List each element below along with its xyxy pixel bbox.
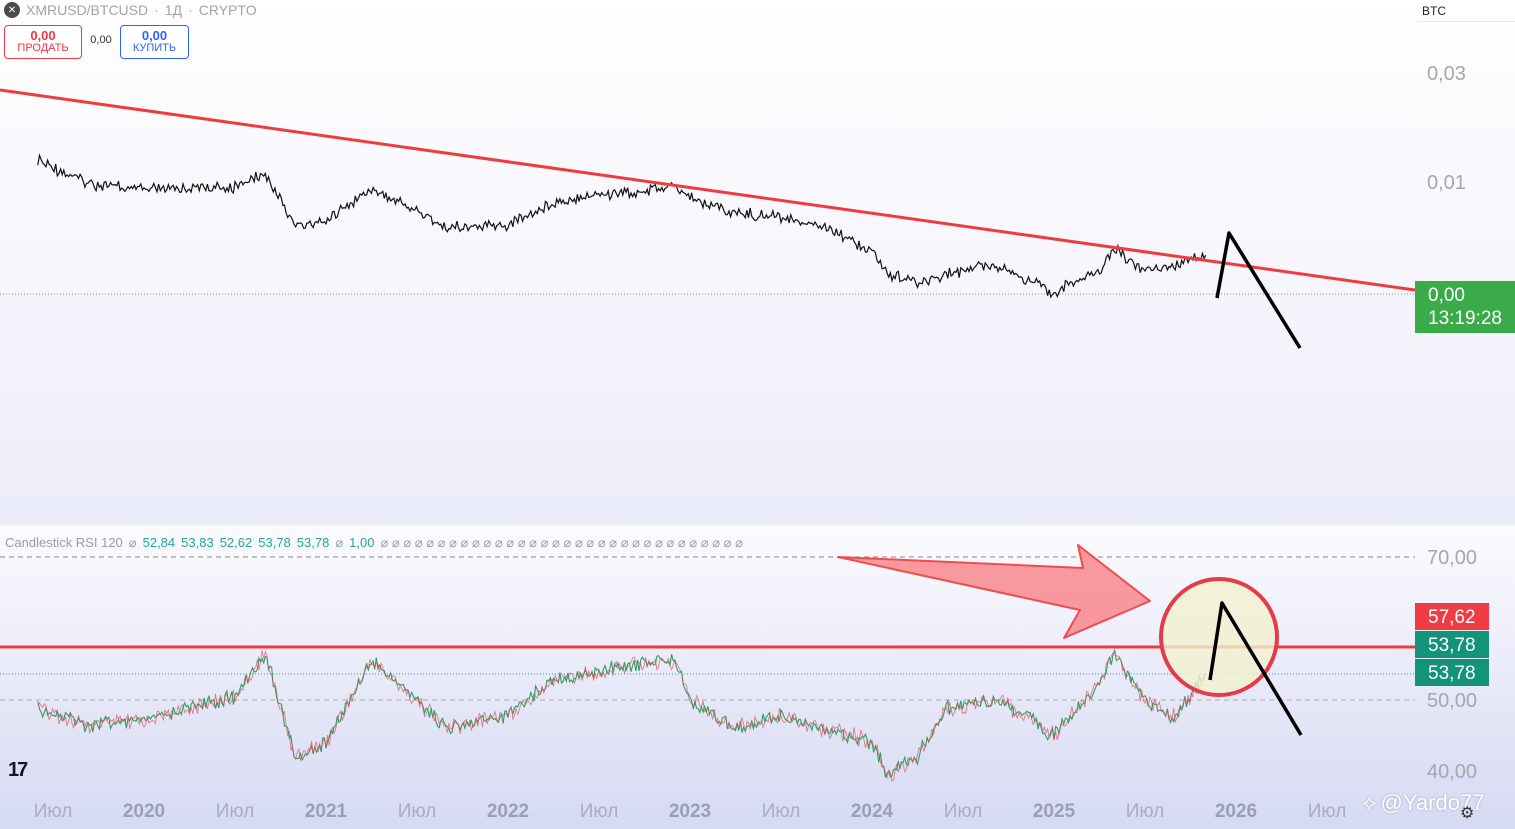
time-axis-label: 2025 xyxy=(1033,801,1076,822)
watermark-text: @Yardo77 xyxy=(1380,790,1485,815)
buy-button[interactable]: 0,00 КУПИТЬ xyxy=(120,25,189,59)
sell-label: ПРОДАТЬ xyxy=(17,42,69,54)
indicator-name: Candlestick RSI 120 xyxy=(5,535,123,550)
interval-label: 1Д xyxy=(164,2,183,18)
exchange-label: CRYPTO xyxy=(198,2,257,18)
last-price-badge: 0,00 13:19:28 xyxy=(1415,281,1515,333)
rsi-projection-drawing[interactable] xyxy=(1208,601,1303,736)
time-axis-label: 2021 xyxy=(305,801,348,822)
last-price-label: 0,00 xyxy=(1428,285,1465,306)
symbol-name: XMRUSD/BTCUSD xyxy=(26,2,149,18)
time-axis-label: 2022 xyxy=(487,801,529,822)
rsi-value-label: 53,78 xyxy=(1428,635,1476,656)
rsi-value-badges: 57,62 53,78 53,78 xyxy=(1415,603,1489,686)
indicator-value: 1,00 xyxy=(349,535,375,550)
time-axis-label: Июл xyxy=(34,801,73,822)
price-projection-drawing[interactable] xyxy=(1215,231,1302,349)
indicator-value: 53,78 xyxy=(258,535,291,550)
time-axis-label: 2026 xyxy=(1215,801,1257,822)
annotation-arrow[interactable] xyxy=(837,544,1151,639)
annotation-circle[interactable] xyxy=(1159,577,1279,697)
time-axis-label: Июл xyxy=(1126,801,1165,822)
rsi-axis-label: 70,00 xyxy=(1427,547,1477,569)
countdown-label: 13:19:28 xyxy=(1428,308,1502,329)
time-axis[interactable]: Июл 2020 Июл 2021 Июл 2022 Июл 2023 Июл 2024 Июл 20… xyxy=(34,801,1347,822)
price-axis-label: 0,03 xyxy=(1427,63,1466,85)
price-trendline[interactable] xyxy=(0,88,1416,292)
buy-value: 0,00 xyxy=(141,28,168,43)
watermark: ⟡ @Yardo77 xyxy=(1362,790,1484,816)
time-axis-label: Июл xyxy=(580,801,619,822)
binance-logo-icon: ⟡ xyxy=(1362,790,1377,815)
indicator-empty-markers: ⌀ ⌀ ⌀ ⌀ ⌀ ⌀ ⌀ ⌀ ⌀ ⌀ ⌀ ⌀ ⌀ ⌀ ⌀ ⌀ ⌀ ⌀ ⌀ ⌀ … xyxy=(380,535,743,550)
time-axis-label: Июл xyxy=(944,801,983,822)
gear-icon[interactable]: ⚙ xyxy=(1460,805,1475,822)
sell-value: 0,00 xyxy=(30,28,56,43)
time-axis-label: Июл xyxy=(398,801,437,822)
tradingview-logo-icon[interactable]: 17 xyxy=(8,759,28,781)
time-axis-label: 2024 xyxy=(851,801,894,822)
sell-button[interactable]: 0,00 ПРОДАТЬ xyxy=(4,25,82,59)
rsi-series-bearish xyxy=(37,650,1207,782)
price-series-line xyxy=(37,153,1207,299)
time-axis-label: Июл xyxy=(1308,801,1347,822)
rsi-axis-label: 40,00 xyxy=(1427,761,1477,783)
header-separator: · xyxy=(154,2,159,18)
rsi-axis-label: 50,00 xyxy=(1427,690,1477,712)
currency-label[interactable]: BTC xyxy=(1418,0,1515,22)
header-separator: · xyxy=(188,2,193,18)
indicator-value: 53,83 xyxy=(181,535,214,550)
symbol-header[interactable]: ✕ XMRUSD/BTCUSD · 1Д · CRYPTO xyxy=(4,0,257,20)
indicator-value: 52,84 xyxy=(142,535,176,550)
indicator-legend[interactable]: Candlestick RSI 120 ⌀ 52,84 53,83 52,62 … xyxy=(5,535,743,551)
buy-label: КУПИТЬ xyxy=(132,42,177,54)
rsi-value-label: 53,78 xyxy=(1428,663,1476,684)
indicator-marker: ⌀ xyxy=(128,535,137,550)
x-symbol-icon: ✕ xyxy=(4,2,20,18)
time-axis-label: Июл xyxy=(762,801,801,822)
indicator-pane-bg xyxy=(0,527,1515,829)
time-axis-label: 2023 xyxy=(669,801,711,822)
rsi-value-label: 57,62 xyxy=(1428,607,1476,628)
price-axis-label: 0,01 xyxy=(1427,172,1466,194)
time-axis-label: 2020 xyxy=(123,801,165,822)
time-axis-label: Июл xyxy=(216,801,255,822)
indicator-value: 52,62 xyxy=(219,535,253,550)
indicator-value: 53,78 xyxy=(296,535,330,550)
indicator-marker: ⌀ xyxy=(335,535,344,550)
spread-value: 0,00 xyxy=(90,34,112,46)
